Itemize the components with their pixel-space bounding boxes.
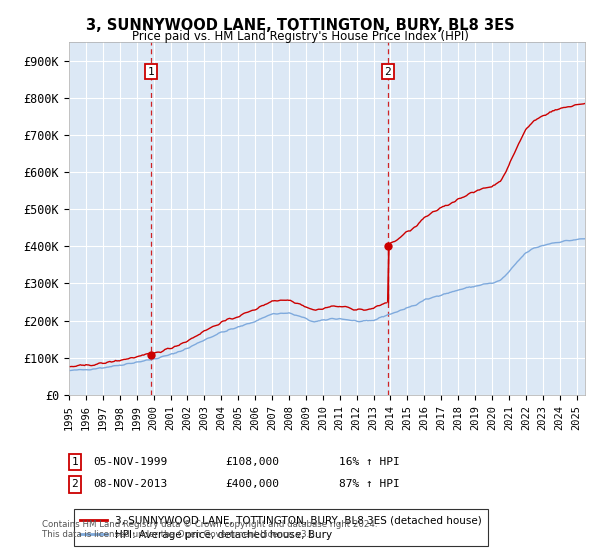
Text: 08-NOV-2013: 08-NOV-2013 [93, 479, 167, 489]
Legend: 3, SUNNYWOOD LANE, TOTTINGTON, BURY, BL8 3ES (detached house), HPI: Average pric: 3, SUNNYWOOD LANE, TOTTINGTON, BURY, BL8… [74, 510, 488, 546]
Text: 1: 1 [71, 457, 79, 467]
Text: £400,000: £400,000 [225, 479, 279, 489]
Text: 1: 1 [148, 67, 154, 77]
Text: 16% ↑ HPI: 16% ↑ HPI [339, 457, 400, 467]
Text: 87% ↑ HPI: 87% ↑ HPI [339, 479, 400, 489]
Text: 3, SUNNYWOOD LANE, TOTTINGTON, BURY, BL8 3ES: 3, SUNNYWOOD LANE, TOTTINGTON, BURY, BL8… [86, 18, 514, 33]
Text: 05-NOV-1999: 05-NOV-1999 [93, 457, 167, 467]
Text: 2: 2 [71, 479, 79, 489]
Text: 2: 2 [385, 67, 391, 77]
Text: Contains HM Land Registry data © Crown copyright and database right 2024.
This d: Contains HM Land Registry data © Crown c… [42, 520, 377, 539]
Text: Price paid vs. HM Land Registry's House Price Index (HPI): Price paid vs. HM Land Registry's House … [131, 30, 469, 43]
Text: £108,000: £108,000 [225, 457, 279, 467]
